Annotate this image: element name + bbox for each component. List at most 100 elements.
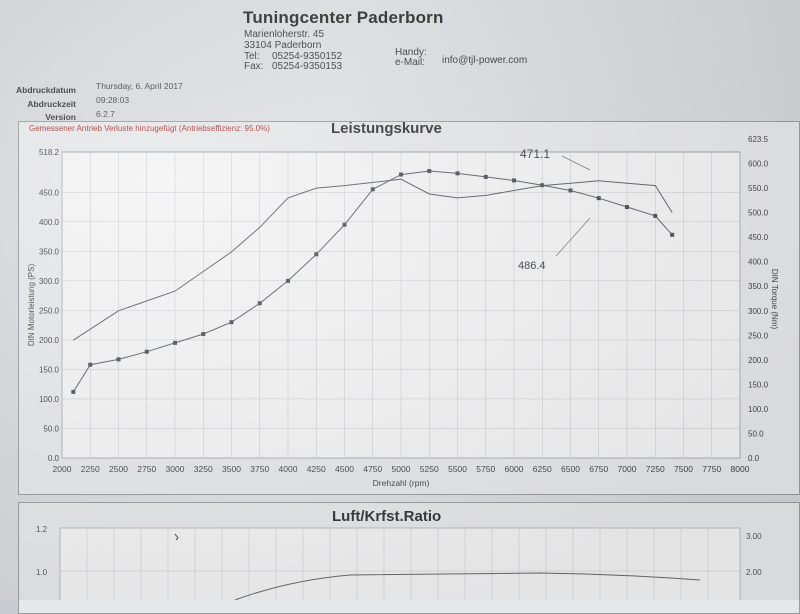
power-point [314, 252, 319, 257]
print-date: Thursday, 6. April 2017 [96, 81, 183, 91]
x-tick-label: 5500 [448, 464, 467, 474]
power-point [427, 169, 432, 174]
power-chart-title: Leistungskurve [331, 120, 442, 137]
y2-tick-label: 350.0 [748, 282, 769, 291]
drive-loss-note: Gemessener Antrieb Verluste hinzugefügt … [29, 124, 270, 133]
y2-tick-label: 250.0 [748, 331, 769, 340]
x-tick-label: 3500 [222, 464, 241, 474]
y2-tick-label: 50.0 [748, 429, 764, 438]
afr-right-tick-top: 3.00 [746, 532, 762, 541]
x-tick-label: 4000 [279, 464, 298, 474]
x-tick-label: 4750 [363, 464, 382, 474]
handy-label: Handy: [395, 47, 427, 58]
afr-chart: 1.2 1.0 3.00 2.00 [36, 525, 762, 600]
x-tick-label: 6000 [505, 464, 524, 474]
power-point [201, 331, 206, 336]
x-tick-label: 6500 [561, 464, 580, 474]
power-point [455, 171, 460, 176]
x-tick-label: 6750 [589, 464, 608, 474]
y-tick-label: 350.0 [39, 247, 60, 256]
fax-number: 05254-9350153 [272, 61, 343, 72]
power-chart: 2000 2250 2500 2750 3000 3250 3500 3750 4000 4250… [27, 135, 779, 488]
y-tick-label: 200.0 [39, 336, 60, 345]
y-tick-label: 0.0 [48, 454, 60, 463]
x-tick-label: 2750 [137, 464, 156, 474]
afr-chart-title: Luft/Krfst.Ratio [332, 508, 442, 525]
company-name: Tuningcenter Paderborn [243, 8, 444, 27]
x-tick-label: 5000 [392, 464, 411, 474]
x-tick-label: 7500 [674, 464, 693, 474]
y2-top-label: 623.5 [748, 135, 769, 144]
x-tick-label: 2500 [109, 464, 128, 474]
power-point [596, 196, 601, 201]
power-point [257, 301, 262, 306]
y2-tick-label: 550.0 [748, 184, 769, 193]
power-point [342, 222, 347, 227]
y-tick-label: 300.0 [39, 277, 60, 286]
power-point [483, 174, 488, 179]
power-point [568, 188, 573, 193]
y2-tick-label: 0.0 [748, 454, 760, 463]
power-point [625, 205, 629, 210]
city-address: 33104 Paderborn [244, 40, 322, 51]
y2-tick-label: 600.0 [748, 160, 769, 169]
y2-tick-label: 100.0 [748, 405, 769, 414]
x-tick-label: 3750 [250, 464, 269, 474]
afr-left-tick-mid: 1.0 [36, 568, 48, 577]
power-point [653, 213, 658, 218]
print-time-label: Abdruckzeit [27, 99, 76, 109]
y2-tick-label: 400.0 [748, 258, 769, 267]
y2-axis-label: DIN Torque (Nm) [770, 269, 779, 330]
torque-curve [73, 178, 673, 341]
power-point [71, 389, 76, 394]
x-tick-label: 4250 [307, 464, 326, 474]
x-tick-label: 3250 [194, 464, 213, 474]
peak-power-leader [555, 217, 591, 257]
afr-plot-area [59, 527, 741, 600]
x-tick-label: 4500 [335, 464, 354, 474]
afr-marker [174, 533, 179, 541]
y2-tick-label: 150.0 [748, 380, 769, 389]
x-tick-label: 8000 [731, 464, 750, 474]
y-tick-label: 400.0 [39, 218, 60, 227]
afr-right-tick-mid: 2.00 [746, 568, 762, 577]
power-point [512, 178, 516, 183]
y-top-label: 518.2 [39, 148, 60, 157]
peak-torque-label: 471.1 [520, 147, 550, 161]
x-axis-label: Drehzahl (rpm) [373, 478, 430, 488]
x-tick-label: 2000 [53, 464, 72, 474]
power-point [286, 278, 290, 283]
y-tick-label: 250.0 [39, 306, 60, 315]
peak-torque-leader [561, 155, 591, 171]
power-point [88, 362, 93, 367]
email-address: info@tjl-power.com [442, 55, 528, 66]
version-value: 6.2.7 [96, 109, 115, 119]
y-tick-label: 50.0 [43, 424, 59, 433]
y-tick-label: 100.0 [39, 395, 60, 404]
y2-tick-label: 300.0 [748, 307, 769, 316]
y2-tick-label: 200.0 [748, 356, 769, 365]
power-point [670, 232, 675, 237]
x-tick-label: 5250 [420, 464, 439, 474]
power-point [173, 340, 177, 345]
print-time: 09:28:03 [96, 95, 130, 105]
x-tick-label: 7750 [702, 464, 721, 474]
y-axis-label: DIN Motorleistung (PS) [27, 264, 36, 347]
afr-left-tick-top: 1.2 [36, 525, 48, 534]
fax-label: Fax: [244, 61, 264, 72]
afr-curve [234, 572, 701, 600]
y-tick-label: 450.0 [39, 188, 60, 197]
power-point [116, 357, 121, 362]
x-tick-label: 3000 [166, 464, 185, 474]
x-tick-label: 2250 [81, 464, 100, 474]
x-tick-label: 7000 [618, 464, 637, 474]
x-tick-label: 5750 [476, 464, 495, 474]
tel-label: Tel: [244, 51, 260, 62]
x-tick-label: 6250 [533, 464, 552, 474]
tel-number: 05254-9350152 [272, 51, 343, 62]
x-tick-label: 7250 [646, 464, 665, 474]
street-address: Marienloherstr. 45 [244, 29, 325, 40]
y-tick-label: 150.0 [39, 365, 60, 374]
version-label: Version [45, 112, 76, 122]
